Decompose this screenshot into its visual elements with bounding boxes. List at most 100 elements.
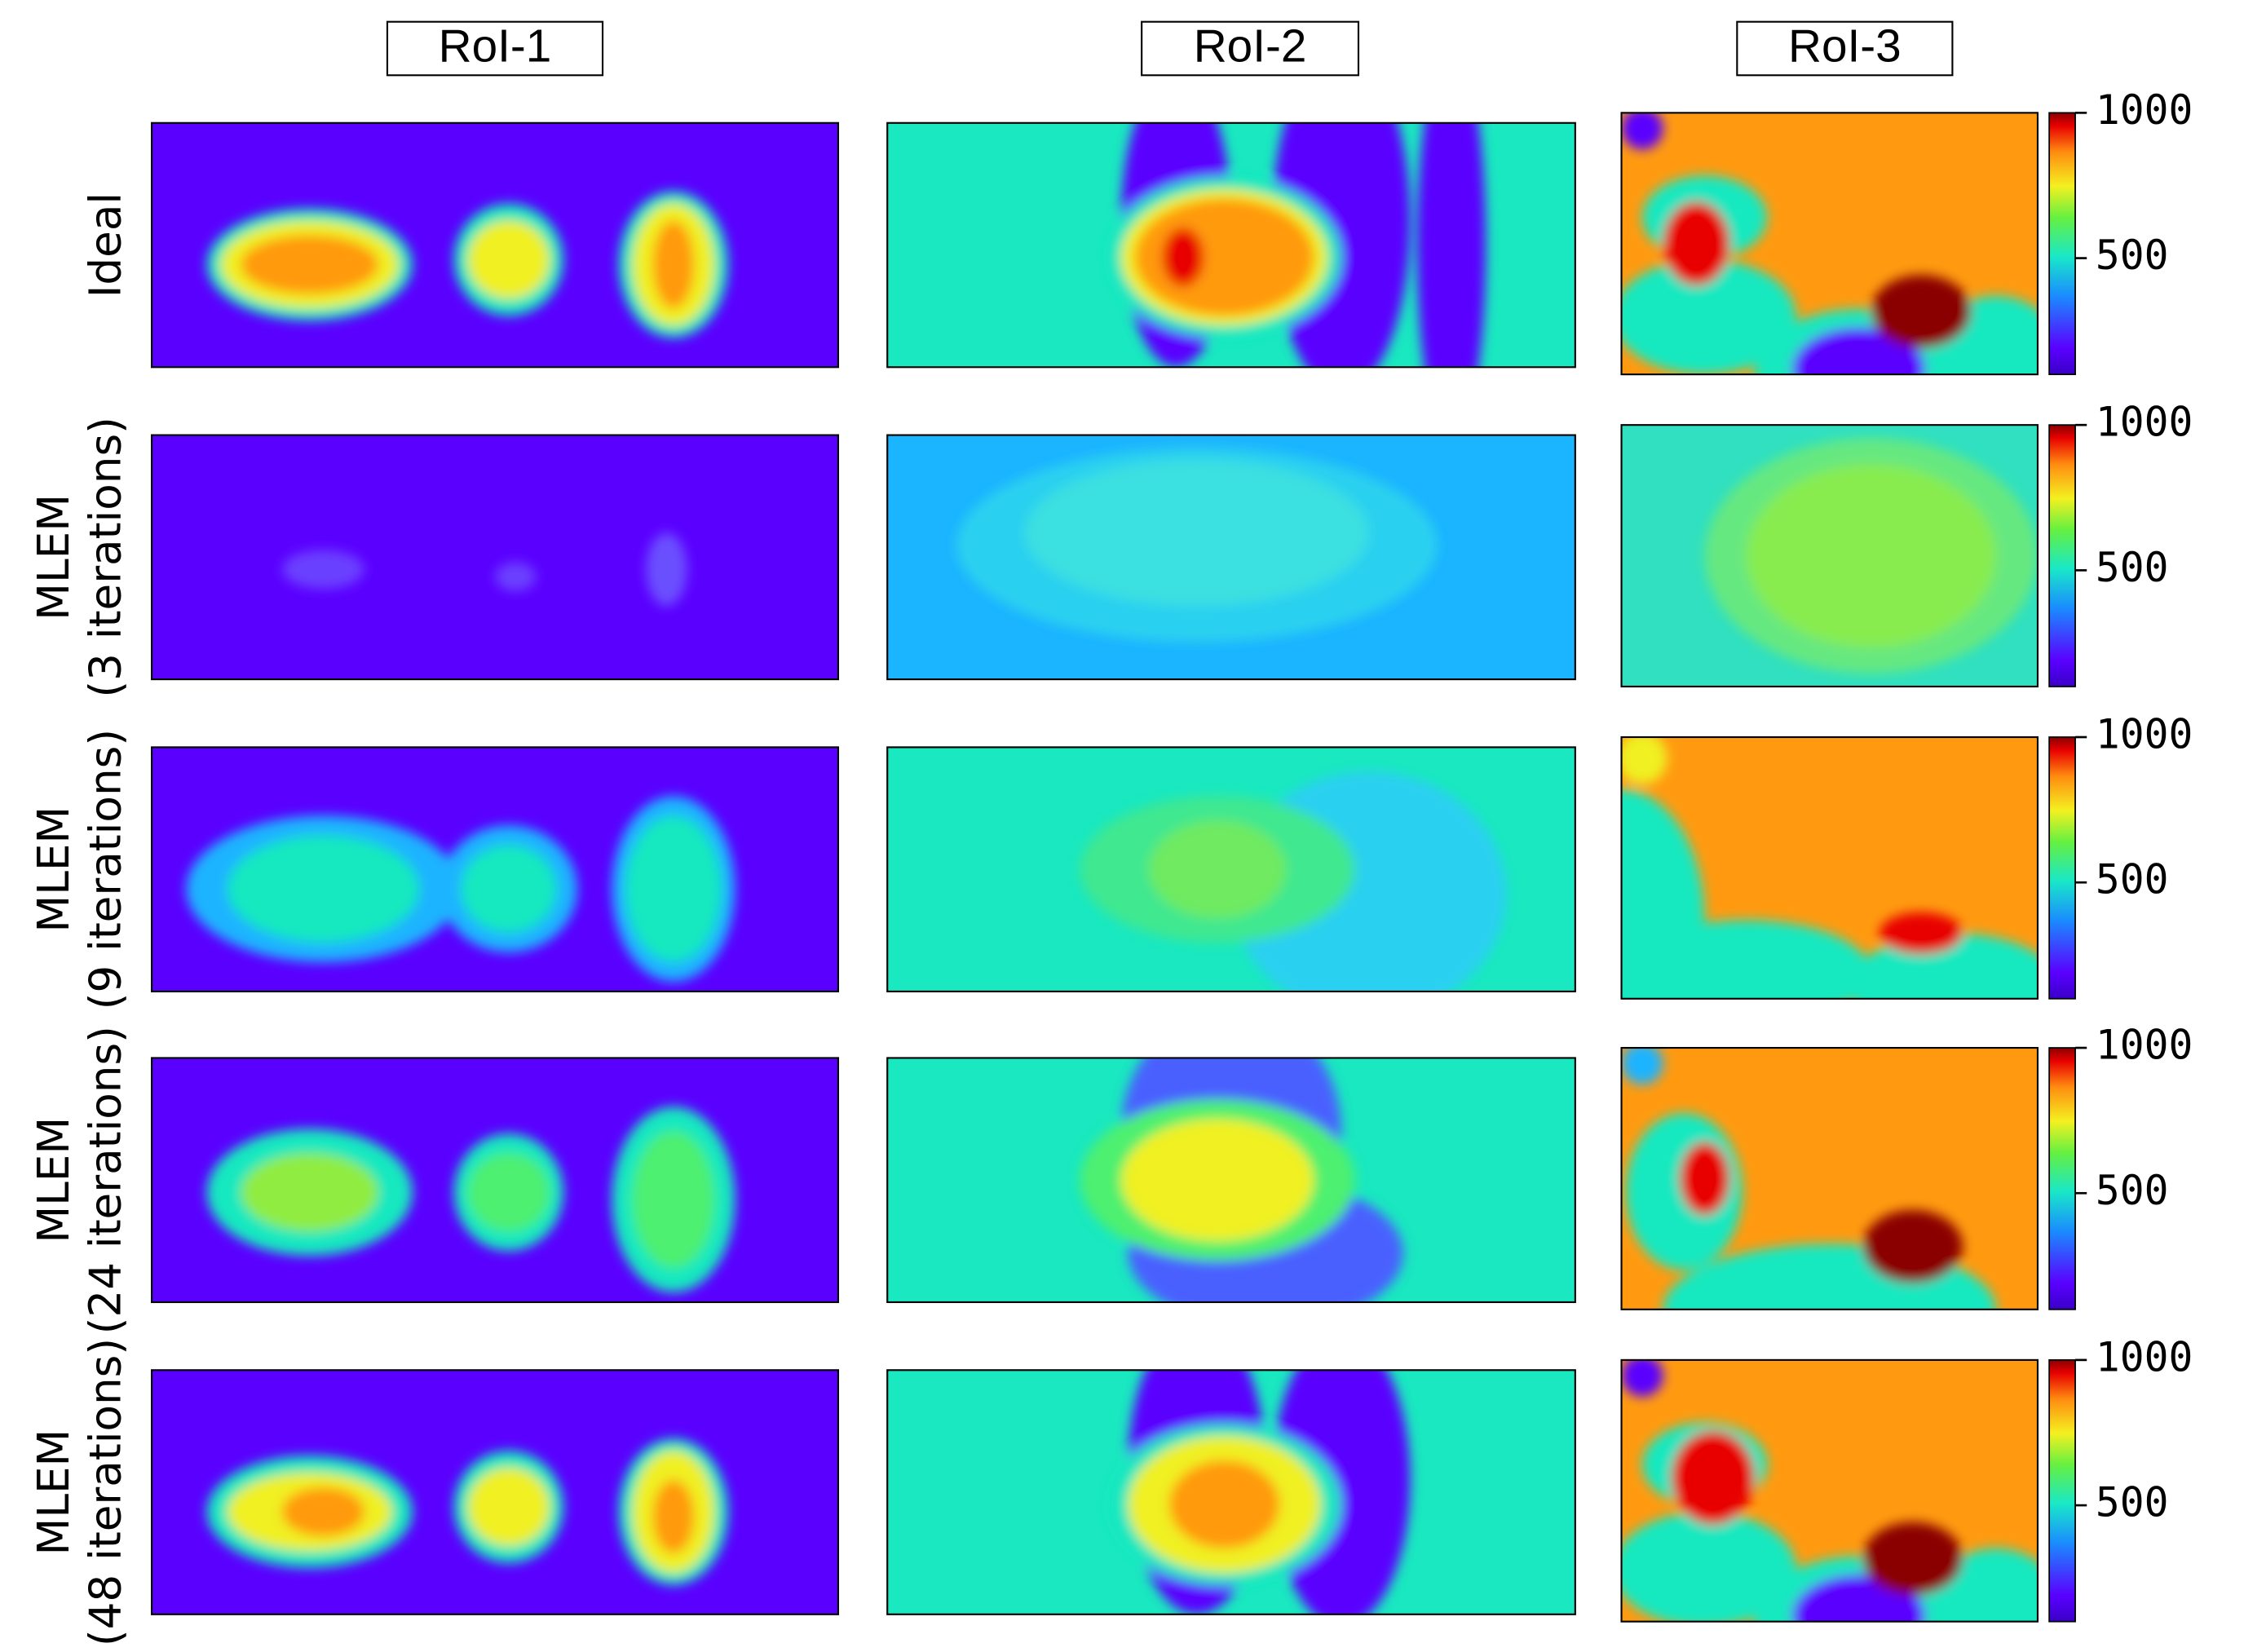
colorbar-tick-label: 1000: [2096, 1022, 2193, 1069]
panel-frame: [151, 1057, 840, 1304]
blob: [1680, 1142, 1730, 1216]
blob: [1871, 275, 1972, 349]
panel-frame: [886, 746, 1576, 992]
blob: [1862, 1522, 1963, 1596]
blob: [1024, 459, 1369, 607]
row: 500 1000 MLEM (3 iterations): [29, 399, 2193, 698]
blobs: [1080, 1058, 1403, 1302]
blob: [467, 220, 550, 299]
image-panel: [1621, 737, 2038, 999]
blob: [1671, 1430, 1755, 1525]
image-panel: [152, 1058, 838, 1302]
panel-frame: [1620, 1358, 2039, 1623]
blob: [625, 815, 722, 962]
colorbar-tick-label: 1000: [2096, 711, 2193, 758]
panel-frame: [886, 1057, 1576, 1304]
image-panel: [887, 1370, 1575, 1614]
blobs: [1621, 1359, 2038, 1622]
colorbar-tick-label: 500: [2096, 856, 2169, 903]
panel-frame: [1620, 1046, 2039, 1310]
column-title: RoI-3: [1788, 20, 1902, 72]
image-panel: [152, 122, 838, 368]
image-panel: [887, 1058, 1575, 1302]
blob: [1663, 201, 1730, 286]
blobs: [282, 532, 687, 607]
blob: [460, 845, 557, 934]
blob: [241, 235, 378, 294]
colorbar-tick-label: 500: [2096, 1167, 2169, 1214]
blob: [1621, 1048, 1663, 1084]
colorbar-tick-label: 500: [2096, 1479, 2169, 1526]
blob: [646, 532, 687, 607]
blob: [282, 1487, 365, 1536]
row: 500 1000 MLEM (24 iterations): [29, 1022, 2193, 1335]
colorbar-tick-label: 500: [2096, 232, 2169, 279]
image-panel: [887, 122, 1575, 368]
column-title-box: [1736, 20, 1954, 77]
blobs: [1621, 113, 2038, 375]
blobs: [186, 796, 735, 982]
blobs: [956, 447, 1438, 643]
image-panel: [152, 747, 838, 992]
blobs: [1621, 737, 2038, 999]
row: 500 1000 MLEM (9 iterations): [29, 711, 2193, 1010]
panel-frame: [886, 1369, 1576, 1615]
blob: [1162, 227, 1204, 287]
column-title-box: [386, 20, 604, 77]
colorbar-tick-label: 1000: [2096, 86, 2193, 134]
colorbar: [2048, 1358, 2076, 1623]
blob: [495, 562, 537, 592]
blob: [1169, 1460, 1280, 1548]
blob: [1850, 933, 2038, 999]
blob: [1148, 820, 1287, 919]
blob: [652, 1480, 695, 1553]
blob: [1621, 920, 1871, 999]
colorbar-tick-label: 500: [2096, 544, 2169, 591]
row-label: (3 iterations): [81, 417, 131, 697]
blob: [1862, 1209, 1963, 1283]
blobs: [1107, 1370, 1411, 1614]
row-label: Ideal: [81, 192, 131, 298]
image-panel: [887, 747, 1575, 992]
image-panel: [1621, 113, 2038, 375]
image-panel: [1621, 1048, 2038, 1310]
colorbar: [2048, 424, 2076, 687]
panel-frame: [886, 434, 1576, 681]
colorbar-tick-label: 1000: [2096, 399, 2193, 446]
blob: [227, 835, 420, 943]
image-panel: [152, 435, 838, 680]
panel-frame: [1620, 735, 2039, 1000]
row-label: MLEM: [29, 806, 79, 933]
blob: [1121, 1119, 1314, 1242]
row: 500 1000 MLEM (48 iterations): [29, 1333, 2193, 1646]
blob: [1134, 198, 1314, 316]
blobs: [206, 191, 729, 338]
panel-frame: [151, 746, 840, 992]
panel-frame: [151, 1369, 840, 1615]
blob: [1416, 122, 1486, 368]
column-title: RoI-1: [439, 20, 552, 72]
colorbar: [2048, 112, 2076, 376]
blob: [241, 1153, 378, 1232]
blob: [1621, 259, 1796, 375]
row-label: (9 iterations): [81, 729, 131, 1009]
blob: [1621, 737, 1667, 784]
blob: [1621, 1511, 1796, 1622]
row-label: MLEM: [29, 1117, 79, 1243]
column-title-box: [1141, 20, 1360, 77]
blob: [467, 1468, 550, 1546]
blob: [632, 1131, 715, 1269]
panel-bg: [152, 435, 838, 680]
panel-frame: [151, 434, 840, 681]
panel-frame: [1620, 112, 2039, 376]
blobs: [1107, 122, 1486, 368]
blobs: [1704, 438, 2038, 674]
image-panel: [1621, 1359, 2038, 1622]
row-label: (24 iterations): [81, 1026, 131, 1334]
panel-frame: [151, 121, 840, 369]
row-label: (48 iterations): [81, 1338, 131, 1646]
blob: [1621, 1359, 1663, 1397]
colorbar: [2048, 1047, 2076, 1310]
blobs: [1080, 771, 1507, 992]
